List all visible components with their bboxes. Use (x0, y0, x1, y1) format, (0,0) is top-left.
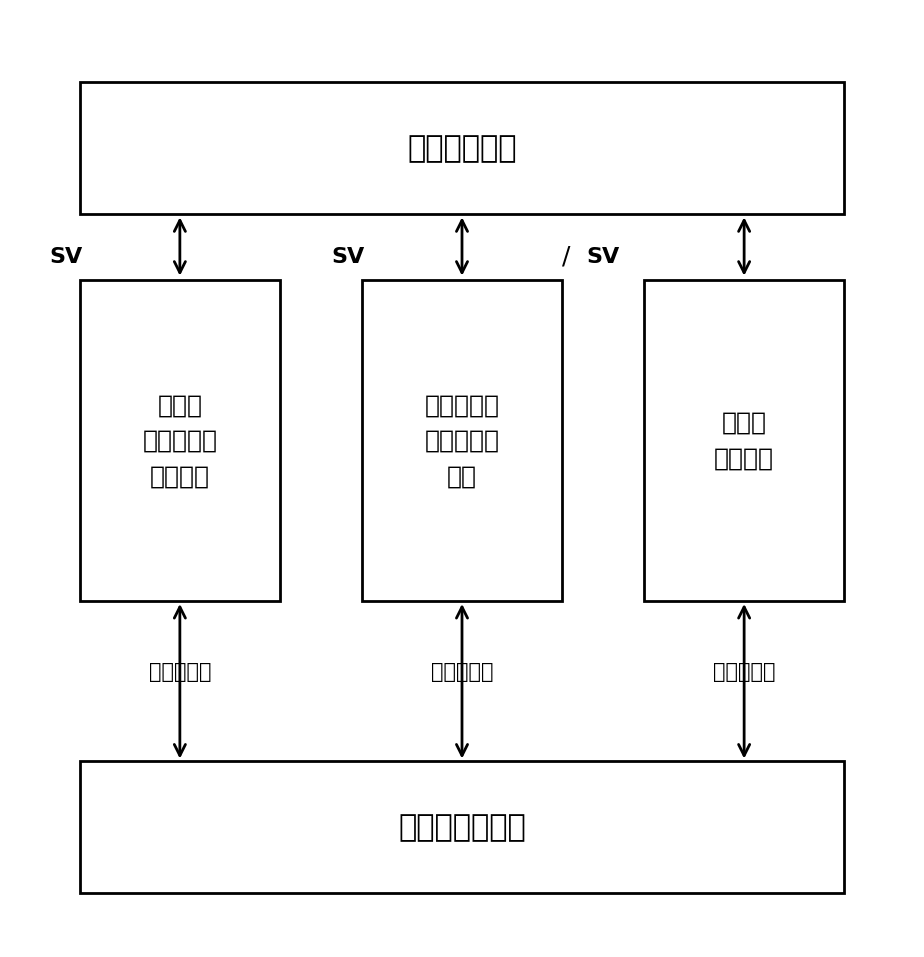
FancyBboxPatch shape (362, 280, 562, 601)
FancyBboxPatch shape (79, 762, 845, 894)
Text: SV: SV (332, 247, 365, 267)
Text: 中压侧合智
一体或合并
单元: 中压侧合智 一体或合并 单元 (424, 393, 500, 488)
Text: 电流或电压: 电流或电压 (149, 662, 211, 681)
FancyBboxPatch shape (79, 82, 845, 214)
Text: 继电保护测试仪: 继电保护测试仪 (398, 812, 526, 842)
Text: 高压侧
合并单元: 高压侧 合并单元 (714, 412, 774, 471)
Text: 电流或电压: 电流或电压 (431, 662, 493, 681)
Text: 主变保护装置: 主变保护装置 (407, 134, 517, 163)
FancyBboxPatch shape (79, 280, 280, 601)
Text: SV: SV (50, 247, 83, 267)
Text: 低压侧
合智一体或
合并单元: 低压侧 合智一体或 合并单元 (142, 393, 217, 488)
FancyBboxPatch shape (644, 280, 845, 601)
Text: /: / (563, 245, 571, 269)
Text: SV: SV (587, 247, 620, 267)
Text: 电流或电压: 电流或电压 (713, 662, 775, 681)
